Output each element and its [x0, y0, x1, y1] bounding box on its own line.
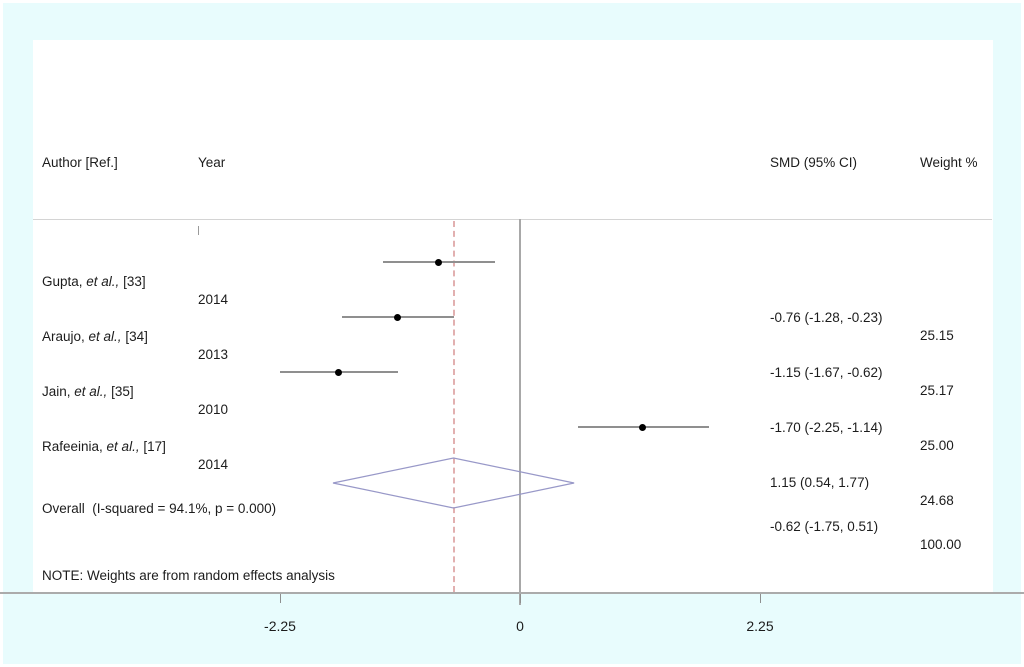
x-axis-line: [0, 592, 1024, 594]
plot-background: [33, 40, 993, 593]
x-axis-tick: [280, 594, 281, 603]
study-row: Rafeeinia, et al., [17] 2014 1.15 (0.54,…: [0, 420, 1024, 508]
study-author: Rafeeinia, et al., [17]: [42, 439, 166, 454]
study-year: 2010: [198, 402, 229, 417]
y-axis-tick: [198, 226, 199, 235]
x-axis-tick-label: 0: [516, 618, 524, 634]
column-header-smd: SMD (95% CI): [770, 155, 858, 170]
point-estimate-marker: [335, 368, 343, 376]
overall-smd-ci: -0.62 (-1.75, 0.51): [770, 519, 879, 534]
zero-line: [519, 219, 521, 605]
column-header-weight: Weight %: [920, 155, 978, 170]
pooled-estimate-dashed-line: [452, 221, 455, 592]
study-author: Gupta, et al., [33]: [42, 274, 146, 289]
study-row: Jain, et al., [35] 2010 -1.70 (-2.25, -1…: [0, 365, 1024, 453]
overall-diamond: [333, 457, 575, 509]
x-axis-tick-label: -2.25: [264, 618, 296, 634]
note-text: NOTE: Weights are from random effects an…: [42, 568, 335, 583]
x-axis-tick: [520, 594, 521, 603]
x-axis-tick-label: 2.25: [746, 618, 774, 634]
point-estimate-marker: [393, 313, 401, 321]
overall-label: Overall (I-squared = 94.1%, p = 0.000): [42, 501, 277, 516]
study-smd-ci: 1.15 (0.54, 1.77): [770, 475, 870, 490]
column-header-author: Author [Ref.]: [42, 155, 118, 170]
overall-row: Overall (I-squared = 94.1%, p = 0.000) -…: [0, 482, 1024, 552]
overall-weight: 100.00: [920, 537, 962, 552]
point-estimate-marker: [435, 258, 443, 266]
header-divider: [33, 219, 992, 220]
study-author: Jain, et al., [35]: [42, 384, 134, 399]
study-weight: 25.00: [920, 438, 954, 453]
study-year: 2014: [198, 457, 229, 472]
study-smd-ci: -0.76 (-1.28, -0.23): [770, 310, 883, 325]
study-smd-ci: -1.70 (-2.25, -1.14): [770, 420, 883, 435]
column-header-year: Year: [198, 155, 226, 170]
study-weight: 24.68: [920, 493, 954, 508]
study-author: Araujo, et al., [34]: [42, 329, 148, 344]
study-year: 2014: [198, 292, 229, 307]
x-axis-tick: [760, 594, 761, 603]
study-smd-ci: -1.15 (-1.67, -0.62): [770, 365, 883, 380]
point-estimate-marker: [639, 423, 647, 431]
study-row: Araujo, et al., [34] 2013 -1.15 (-1.67, …: [0, 310, 1024, 398]
study-weight: 25.17: [920, 383, 954, 398]
study-row: Gupta, et al., [33] 2014 -0.76 (-1.28, -…: [0, 255, 1024, 343]
study-weight: 25.15: [920, 328, 954, 343]
study-year: 2013: [198, 347, 229, 362]
